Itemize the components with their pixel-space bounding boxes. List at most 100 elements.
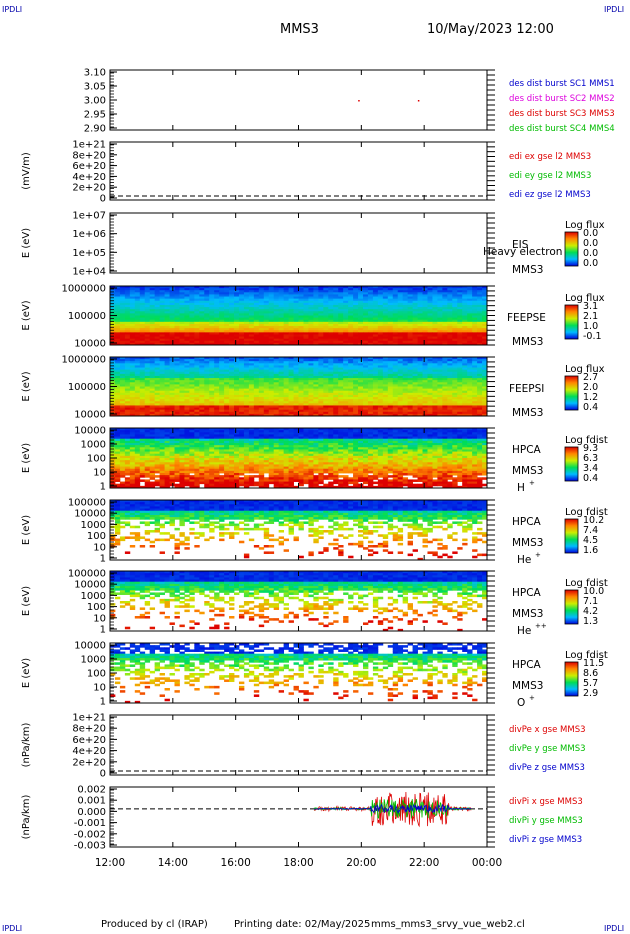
colorbar-tick-label: 0.0 — [583, 238, 598, 249]
colorbar — [564, 304, 579, 340]
x-tick-label: 00:00 — [472, 857, 502, 869]
spacecraft-label: MMS3 — [512, 407, 543, 419]
y-axis-label: E (eV) — [21, 515, 32, 545]
ion-species-label: He — [517, 554, 531, 566]
legend-entry: divPe x gse MMS3 — [509, 725, 586, 735]
colorbar — [564, 661, 579, 697]
ion-charge-label: + — [535, 551, 541, 559]
y-axis-label: E (eV) — [21, 228, 32, 258]
y-tick-label: 6e+20 — [72, 161, 106, 172]
spectrogram-hpca_o — [110, 643, 488, 704]
x-tick-label: 12:00 — [95, 857, 125, 869]
y-axis-label: E (eV) — [21, 586, 32, 616]
instrument-label: HPCA — [512, 587, 542, 599]
colorbar-tick-label: 3.1 — [583, 301, 598, 312]
ion-species-label: O — [517, 697, 525, 709]
panel-frame-divpe — [109, 714, 488, 776]
ion-charge-label: ++ — [535, 622, 547, 630]
chart-title: MMS3 — [280, 22, 319, 37]
y-tick-label: 1e+07 — [72, 211, 106, 222]
legend-entry: divPi y gse MMS3 — [509, 816, 583, 826]
y-tick-label: 1000 — [81, 520, 106, 531]
legend-entry: des dist burst SC1 MMS1 — [509, 79, 615, 89]
y-tick-label: 1 — [100, 554, 106, 565]
y-tick-label: 2e+20 — [72, 757, 106, 768]
colorbar — [564, 446, 579, 482]
footer-produced: Produced by cl (IRAP) — [101, 919, 208, 930]
y-tick-label: 100000 — [68, 569, 106, 580]
instrument-label: HPCA — [512, 444, 542, 456]
legend-entry: edi ex gse l2 MMS3 — [509, 152, 591, 162]
y-tick-label: 10000 — [74, 339, 106, 350]
colorbar-tick-label: 2.7 — [583, 372, 598, 383]
y-axis-label: (nPa/km) — [21, 723, 32, 768]
panel-des: 3.10 3.05 3.00 2.95 2.90 des dist burst SC1 M… — [84, 68, 615, 135]
corner-mark-bottom-right: IPDLI — [604, 924, 625, 933]
footer-printing: Printing date: 02/May/2025 — [234, 919, 371, 930]
colorbar — [564, 375, 579, 411]
colorbar-tick-label: 0.0 — [583, 228, 598, 239]
y-tick-label: 10 — [93, 542, 106, 553]
y-tick-label: -0.003 — [74, 841, 106, 852]
spectrogram-hpca_h — [110, 428, 488, 489]
x-tick-label: 14:00 — [158, 857, 188, 869]
footer-script: mms_mms3_srvy_vue_web2.cl — [371, 919, 525, 930]
colorbar-tick-label: 1.6 — [583, 545, 598, 556]
ion-charge-label: + — [529, 694, 535, 702]
y-tick-label: 1e+05 — [72, 248, 106, 259]
y-tick-label: 3.00 — [84, 96, 106, 107]
panel-feepse: 1000000 100000 10000 E (eV) FEEPSE MMS3 Log fl… — [21, 284, 605, 350]
panel-eis: 1e+07 1e+06 1e+05 1e+04 E (eV) EIS MMS3 Heavy e… — [21, 211, 605, 278]
panel-hpca_h: 10000 1000 100 10 1 E (eV) HPCA MMS3 H + Log fdist… — [21, 426, 608, 495]
y-tick-label: 1000000 — [61, 284, 106, 295]
colorbar-tick-label: 2.0 — [583, 382, 598, 393]
colorbar-tick-label: 0.0 — [583, 258, 598, 269]
y-tick-label: 10 — [93, 468, 106, 479]
y-tick-label: 10000 — [74, 580, 106, 591]
instrument-label: HPCA — [512, 516, 542, 528]
corner-mark-bottom-left: IPDLI — [2, 924, 23, 933]
y-axis-label: E (eV) — [21, 443, 32, 473]
eis-overlay-text: Heavy electron to — [483, 246, 576, 258]
colorbar-tick-label: 10.2 — [583, 515, 604, 526]
y-tick-label: 10000 — [74, 426, 106, 437]
colorbar-title: Log fdist — [565, 507, 608, 518]
data-point — [358, 100, 360, 102]
spectrogram-hpca_he — [110, 500, 488, 561]
y-axis-label: (nPa/km) — [21, 795, 32, 840]
data-point — [417, 100, 420, 102]
panel-frame-eis — [109, 212, 488, 274]
y-tick-label: 100000 — [68, 498, 106, 509]
y-tick-label: 3.05 — [84, 82, 106, 93]
y-tick-label: 1e+04 — [72, 267, 106, 278]
corner-mark-top-left: IPDLI — [2, 5, 23, 14]
y-tick-label: 1000000 — [61, 355, 106, 366]
colorbar-tick-label: 4.5 — [583, 535, 598, 546]
chart-datetime: 10/May/2023 12:00 — [427, 22, 554, 37]
spacecraft-label: MMS3 — [512, 608, 543, 620]
colorbar-tick-label: 5.7 — [583, 678, 598, 689]
y-tick-label: 10 — [93, 683, 106, 694]
y-tick-label: 6e+20 — [72, 735, 106, 746]
series-divpi-z — [314, 803, 472, 814]
y-axis-label: E (eV) — [21, 371, 32, 401]
colorbar-tick-label: 7.1 — [583, 596, 598, 607]
panel-frame-edi — [109, 141, 488, 201]
x-tick-label: 18:00 — [283, 857, 313, 869]
y-tick-label: 4e+20 — [72, 172, 106, 183]
spectrogram-feepsi — [110, 357, 488, 417]
spectrogram-hpca_hepp — [110, 571, 488, 632]
instrument-label: EIS — [512, 239, 529, 251]
colorbar-title: Log fdist — [565, 435, 608, 446]
legend-entry: divPe z gse MMS3 — [509, 763, 585, 773]
y-tick-label: 2e+20 — [72, 183, 106, 194]
spectrogram-feepse — [110, 286, 488, 346]
y-axis-label: E (eV) — [21, 300, 32, 330]
y-tick-label: 0.002 — [77, 785, 106, 796]
colorbar-title: Log flux — [565, 293, 605, 304]
